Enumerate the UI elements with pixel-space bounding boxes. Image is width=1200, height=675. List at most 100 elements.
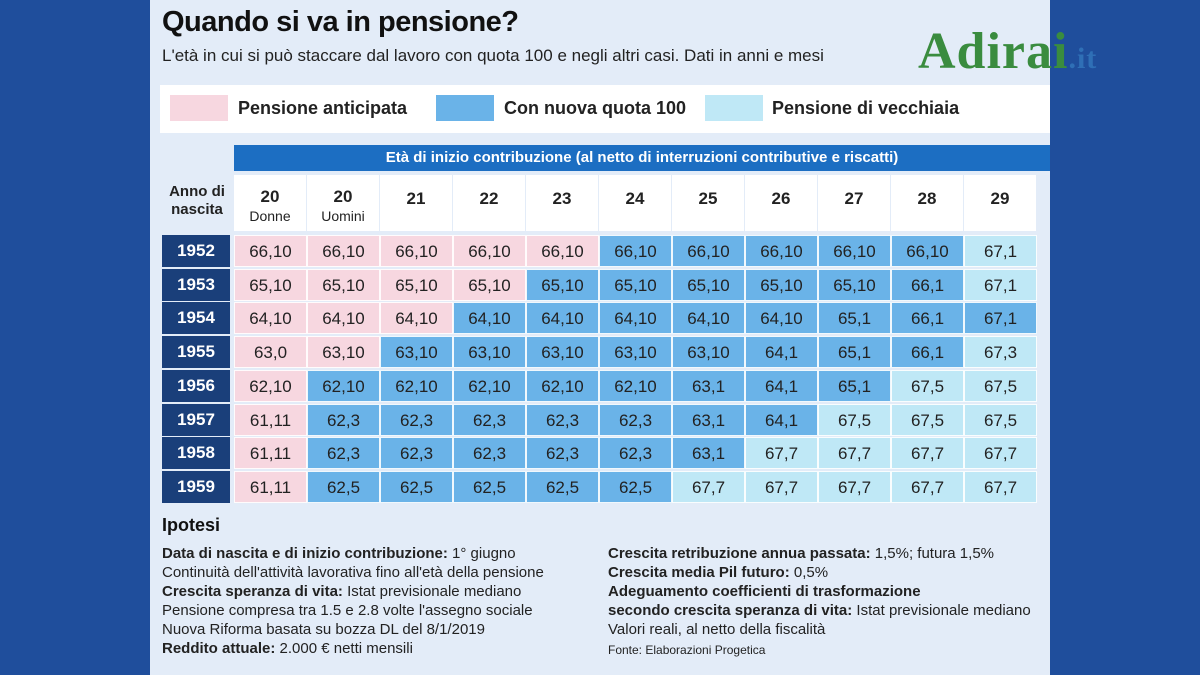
table-cell: 67,7 [745,437,818,470]
table-cell: 63,10 [453,336,526,369]
column-header-gender: Donne [249,208,291,224]
table-cell: 63,1 [672,403,745,436]
row-year: 1959 [162,470,230,503]
table-cell: 67,7 [891,437,964,470]
table-cell: 65,1 [818,302,891,335]
table-cell: 64,10 [745,302,818,335]
column-header-age: 23 [552,189,572,208]
table-cell: 67,5 [818,403,891,436]
source-note: Fonte: Elaborazioni Progetica [608,643,766,657]
legend-label-quota100: Con nuova quota 100 [504,98,687,118]
note-value: 1° giugno [447,545,516,562]
table-cell: 67,7 [672,470,745,503]
table-cell: 62,10 [599,369,672,402]
table-cell: 65,1 [818,369,891,402]
table-cell: 63,1 [672,369,745,402]
table-cell: 67,5 [964,403,1037,436]
note-key: Crescita speranza di vita: [162,583,343,600]
column-header-age: 22 [479,189,499,208]
column-header-age: 29 [990,189,1010,208]
table-cell: 64,1 [745,336,818,369]
table-cell: 65,10 [234,268,307,301]
table-cell: 67,5 [891,369,964,402]
table-cell: 62,5 [307,470,380,503]
table-cell: 65,1 [818,336,891,369]
table-cell: 61,11 [234,403,307,436]
table-cell: 66,1 [891,302,964,335]
table-cell: 64,1 [745,369,818,402]
note-value: Istat previsionale mediano [342,583,522,600]
note-line: Continuità dell'attività lavorativa fino… [162,564,544,581]
note-value: 0,5% [789,564,829,581]
table-cell: 62,3 [307,403,380,436]
table-cell: 62,10 [307,369,380,402]
column-header: 29 [964,175,1036,231]
table-cell: 62,5 [453,470,526,503]
table-cell: 64,10 [234,302,307,335]
table-cell: 62,3 [307,437,380,470]
row-year: 1956 [162,369,230,402]
column-header-gender: Uomini [321,208,365,224]
watermark-logo: Adirai.it [918,22,1097,81]
table-cell: 64,10 [380,302,453,335]
table-cell: 62,3 [380,403,453,436]
table-cell: 65,10 [818,268,891,301]
note-value: Pensione compresa tra 1.5 e 2.8 volte l'… [162,602,533,619]
row-year: 1957 [162,403,230,436]
table-cell: 62,5 [380,470,453,503]
note-line: Adeguamento coefficienti di trasformazio… [608,583,921,600]
table-cell: 63,10 [526,336,599,369]
legend-swatch-anticipata [170,95,228,121]
table-cell: 66,10 [891,235,964,267]
column-header: 20 Donne [234,175,306,231]
note-key: secondo crescita speranza di vita: [608,602,853,619]
column-header: 23 [526,175,598,231]
column-header: 26 [745,175,817,231]
table-cell: 66,10 [745,235,818,267]
pension-table: Età di inizio contribuzione (al netto di… [160,145,1050,509]
corner-label-line2: nascita [171,201,223,218]
table-cell: 65,10 [380,268,453,301]
table-cell: 63,10 [599,336,672,369]
table-cell: 65,10 [599,268,672,301]
table-cell: 66,10 [307,235,380,267]
group-header: Età di inizio contribuzione (al netto di… [234,145,1050,171]
table-cell: 62,3 [453,437,526,470]
row-year: 1953 [162,268,230,301]
table-cell: 67,1 [964,268,1037,301]
note-value: 1,5%; futura 1,5% [870,545,994,562]
table-cell: 67,5 [964,369,1037,402]
table-cell: 63,1 [672,437,745,470]
corner-label: Anno di nascita [160,183,234,219]
table-cell: 67,7 [818,470,891,503]
table-cell: 64,10 [453,302,526,335]
table-cell: 64,10 [526,302,599,335]
note-line: Pensione compresa tra 1.5 e 2.8 volte l'… [162,602,533,619]
column-header: 27 [818,175,890,231]
table-cell: 61,11 [234,437,307,470]
column-header-age: 20 [333,187,353,206]
table-cell: 63,0 [234,336,307,369]
note-line: Crescita speranza di vita: Istat previsi… [162,583,521,600]
legend-swatch-vecchiaia [705,95,763,121]
table-cell: 66,10 [599,235,672,267]
column-header: 25 [672,175,744,231]
column-header-age: 27 [844,189,864,208]
note-value: Continuità dell'attività lavorativa fino… [162,564,544,581]
note-line: Crescita retribuzione annua passata: 1,5… [608,545,994,562]
table-cell: 67,7 [891,470,964,503]
table-cell: 62,3 [380,437,453,470]
table-cell: 66,10 [526,235,599,267]
table-cell: 61,11 [234,470,307,503]
table-cell: 67,3 [964,336,1037,369]
table-cell: 66,10 [380,235,453,267]
page-subtitle: L'età in cui si può staccare dal lavoro … [162,46,824,65]
table-cell: 62,5 [526,470,599,503]
table-cell: 66,1 [891,268,964,301]
table-cell: 67,1 [964,302,1037,335]
column-header: 24 [599,175,671,231]
note-value: 2.000 € netti mensili [275,640,413,657]
table-cell: 67,1 [964,235,1037,267]
note-value: Valori reali, al netto della fiscalità [608,621,826,638]
corner-label-line1: Anno di [169,183,225,200]
